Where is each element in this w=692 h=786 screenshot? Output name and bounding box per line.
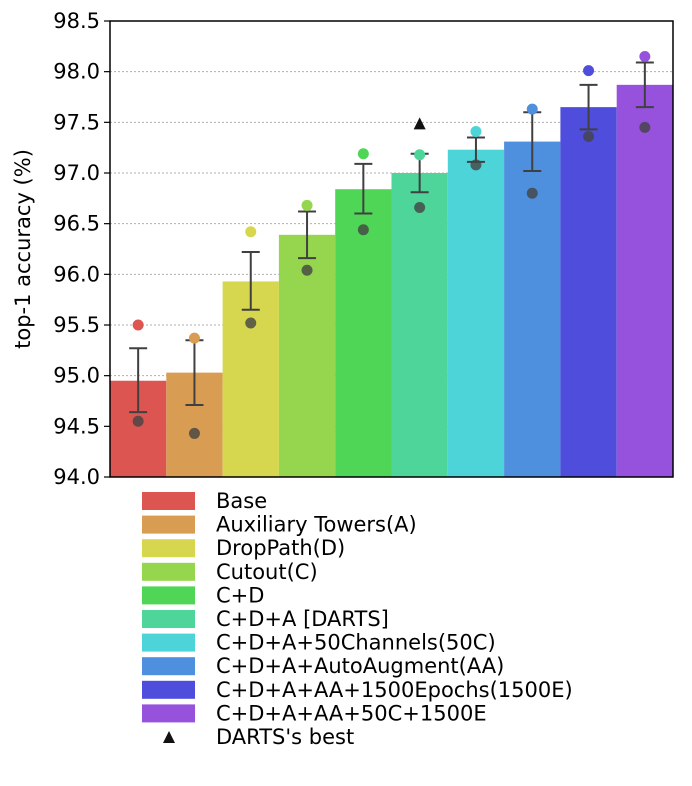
min-point [526,187,538,199]
bar [616,84,673,477]
min-point [245,317,257,329]
legend-label: C+D+A+AA+1500Epochs(1500E) [216,678,573,702]
legend-marker [163,731,175,743]
min-point [414,201,426,213]
bar [391,173,448,477]
legend-swatch [142,610,195,628]
legend-label: C+D [216,583,264,607]
plot-frame [109,20,674,478]
max-point [470,125,482,137]
max-point [526,103,538,115]
legend-swatch [142,562,195,581]
legend-swatch [142,704,195,723]
bar [560,107,617,477]
legend-swatch [142,539,195,558]
y-tick-label: 96.0 [53,262,100,286]
bar [335,189,392,478]
min-point [188,427,200,439]
y-axis-label: top-1 accuracy (%) [11,149,35,349]
legend-swatch [142,492,195,510]
legend-label: C+D+A+50Channels(50C) [216,631,496,655]
y-tick-label: 97.0 [53,161,100,185]
y-axis-ticks: 94.0 94.5 95.0 95.5 96.0 96.5 97.0 97.5 98.0 98.5 [53,9,110,489]
y-tick-label: 95.0 [53,364,100,388]
y-tick-label: 98.0 [53,60,100,84]
max-point [245,226,257,238]
y-tick-label: 95.5 [53,313,100,337]
bar [447,149,505,477]
max-point [188,332,200,344]
legend-label: Base [216,489,267,513]
legend-label: C+D+A+AutoAugment(AA) [216,654,504,678]
legend-label: Auxiliary Towers(A) [216,513,417,537]
legend-swatch [142,586,195,605]
max-point [132,319,144,331]
legend-swatch [142,657,195,676]
max-point [357,148,369,160]
legend-label: C+D+A [DARTS] [216,607,389,631]
max-point [301,199,313,211]
y-tick-label: 98.5 [53,9,100,33]
y-tick-label: 94.5 [53,414,100,438]
y-tick-label: 94.0 [53,465,100,489]
max-point [583,65,595,77]
min-point [470,159,482,171]
legend-swatch [142,633,195,652]
darts-best-marker [413,117,426,130]
y-tick-label: 96.5 [53,212,100,236]
min-point [639,121,651,133]
max-point [414,149,426,161]
legend-swatch [142,680,195,699]
bar [222,281,279,477]
data-points [132,50,651,439]
legend-swatch [142,515,195,534]
legend-label: Cutout(C) [216,560,318,584]
min-point [132,415,144,427]
min-point [301,264,313,276]
bars [110,84,673,478]
legend-label: DARTS's best [216,725,354,749]
legend-label: C+D+A+AA+50C+1500E [216,701,487,725]
min-point [357,224,369,236]
min-point [583,131,595,143]
y-tick-label: 97.5 [53,110,100,134]
legend-label: DropPath(D) [216,536,345,560]
max-point [639,50,651,62]
